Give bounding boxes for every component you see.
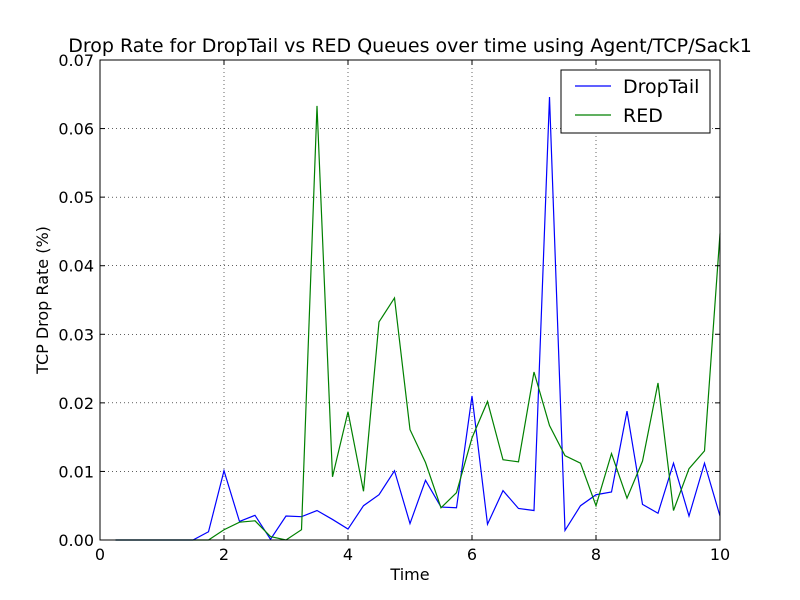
x-tick-label: 0	[95, 545, 105, 564]
x-tick-label: 8	[591, 545, 601, 564]
y-tick-label: 0.03	[58, 325, 94, 344]
x-tick-label: 4	[343, 545, 353, 564]
legend-label-red: RED	[623, 105, 663, 127]
legend: DropTail RED	[560, 69, 711, 134]
plot-frame	[99, 59, 721, 541]
y-tick-label: 0.04	[58, 257, 94, 276]
y-tick-label: 0.07	[58, 51, 94, 70]
y-tick-label: 0.02	[58, 394, 94, 413]
series-layer	[115, 97, 721, 541]
x-axis-title: Time	[389, 565, 429, 584]
series-line-red	[115, 105, 721, 541]
y-tick-label: 0.01	[58, 462, 94, 481]
legend-label-droptail: DropTail	[623, 76, 699, 98]
y-tick-label: 0.00	[58, 531, 94, 550]
x-tick-label: 10	[710, 545, 730, 564]
x-tick-label: 6	[467, 545, 477, 564]
series-line-droptail	[115, 97, 721, 541]
chart-title: Drop Rate for DropTail vs RED Queues ove…	[68, 35, 752, 57]
y-tick-label: 0.06	[58, 120, 94, 139]
y-tick-label: 0.05	[58, 188, 94, 207]
ticks: 0 2 4 6 8 10 0.00 0.01 0.02 0.03 0.04 0.05 0.06 0.07	[58, 51, 730, 564]
y-axis-title: TCP Drop Rate (%)	[33, 226, 52, 375]
x-tick-label: 2	[219, 545, 229, 564]
legend-box	[560, 69, 711, 134]
